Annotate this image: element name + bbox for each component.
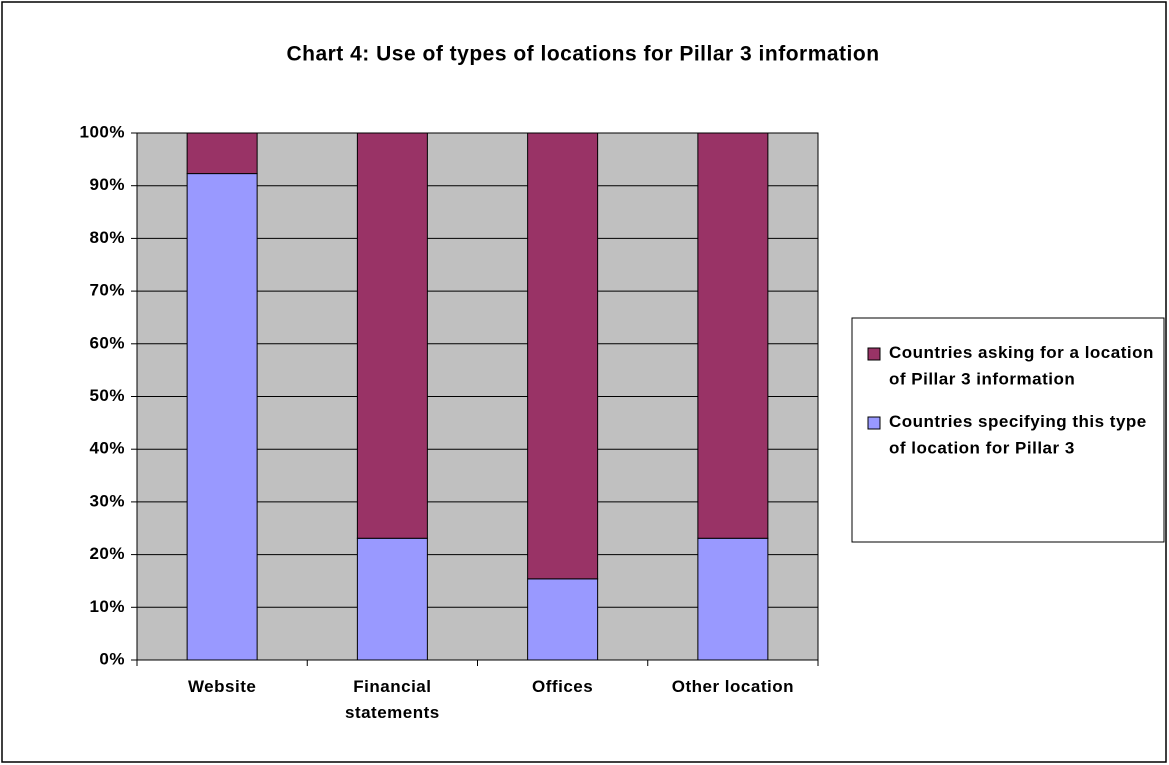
bar-segment: [527, 578, 599, 661]
bar-segment: [697, 132, 769, 539]
legend-swatch: [867, 416, 881, 430]
y-tick-label: 50%: [89, 386, 125, 405]
legend-box: [851, 317, 1165, 543]
bar-segment: [527, 132, 599, 580]
x-tick-label: Financial statements: [345, 677, 440, 722]
chart-title: Chart 4: Use of types of locations for P…: [286, 43, 879, 66]
y-tick-label: 80%: [89, 228, 125, 247]
bar-segment: [697, 537, 769, 661]
y-tick-label: 70%: [89, 281, 125, 300]
y-tick-label: 100%: [80, 122, 125, 141]
x-tick-label: Website: [188, 677, 256, 696]
bar-segment: [186, 173, 258, 661]
y-tick-label: 30%: [89, 491, 125, 510]
y-tick-label: 10%: [89, 597, 125, 616]
legend-label: Countries asking for a location of Pillar…: [889, 343, 1154, 389]
y-tick-label: 0%: [99, 649, 125, 668]
y-tick-label: 60%: [89, 333, 125, 352]
x-tick-label: Offices: [532, 677, 593, 696]
legend-label: Countries specifying this type of locatio…: [889, 412, 1147, 458]
y-tick-label: 90%: [89, 175, 125, 194]
bar-segment: [356, 132, 428, 539]
y-tick-label: 20%: [89, 544, 125, 563]
y-tick-label: 40%: [89, 439, 125, 458]
bar-segment: [186, 132, 258, 175]
bar-segment: [356, 537, 428, 661]
x-tick-label: Other location: [672, 677, 794, 696]
legend-swatch: [867, 347, 881, 361]
